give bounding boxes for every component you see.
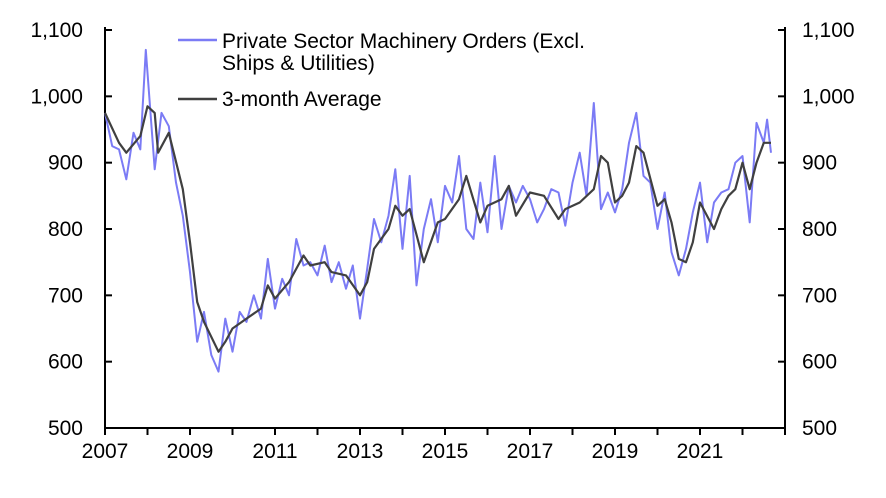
legend: Private Sector Machinery Orders (Excl.Sh… [178, 30, 585, 111]
x-tick-label: 2009 [167, 440, 214, 463]
y-tick-label-right: 600 [802, 351, 837, 374]
y-tick-label-left: 800 [48, 218, 83, 241]
y-tick-label-right: 1,100 [802, 19, 855, 42]
y-tick-label-right: 700 [802, 284, 837, 307]
y-tick-label-right: 800 [802, 218, 837, 241]
y-tick-label-right: 900 [802, 152, 837, 175]
y-tick-label-left: 1,000 [30, 85, 83, 108]
y-tick-label-left: 500 [48, 417, 83, 440]
series-line-3-month-average [104, 105, 771, 353]
legend-label: Ships & Utilities) [222, 52, 375, 75]
legend-label: 3-month Average [222, 88, 382, 111]
axes: 500 500 600 600 700 700 800 800 900 900 1,000 1,000… [30, 19, 854, 463]
x-tick-label: 2013 [337, 440, 384, 463]
x-tick-label: 2007 [82, 440, 129, 463]
legend-label: Private Sector Machinery Orders (Excl. [222, 30, 585, 53]
x-tick-label: 2015 [422, 440, 469, 463]
y-tick-label-right: 1,000 [802, 85, 855, 108]
y-tick-label-right: 500 [802, 417, 837, 440]
y-tick-label-left: 700 [48, 284, 83, 307]
y-tick-label-left: 600 [48, 351, 83, 374]
x-tick-label: 2017 [507, 440, 554, 463]
x-tick-label: 2021 [677, 440, 724, 463]
y-tick-label-left: 1,100 [30, 19, 83, 42]
y-tick-label-left: 900 [48, 152, 83, 175]
series-group [104, 48, 772, 373]
x-tick-label: 2011 [252, 440, 297, 463]
x-tick-label: 2019 [592, 440, 639, 463]
